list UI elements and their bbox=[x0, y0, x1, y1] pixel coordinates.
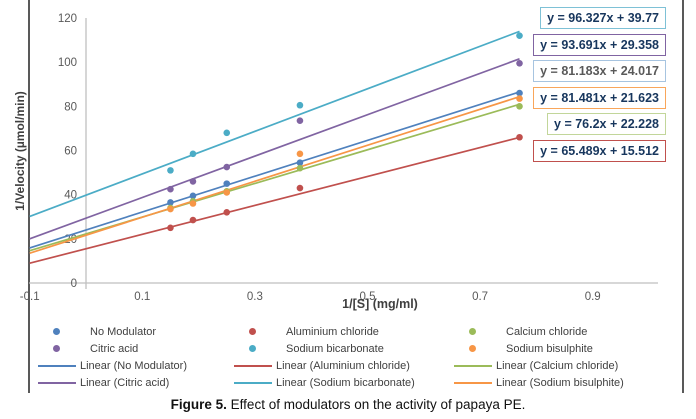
y-tick-label: 0 bbox=[71, 278, 77, 290]
legend-item-linear-calcium-chloride: Linear (Calcium chloride) bbox=[454, 357, 624, 374]
data-point-aluminium-chloride bbox=[516, 133, 523, 141]
legend-item-linear-sodium-bicarbonate: Linear (Sodium bicarbonate) bbox=[234, 374, 415, 391]
legend-marker-line-icon bbox=[38, 364, 76, 367]
legend-item-label: Aluminium chloride bbox=[286, 325, 379, 338]
trendline-equation-label: y = 96.327x + 39.77 bbox=[540, 7, 666, 29]
trendline-sodium-bisulphite bbox=[29, 95, 520, 255]
legend-item-label: Linear (Citric acid) bbox=[80, 376, 170, 389]
y-tick-label: 120 bbox=[58, 13, 77, 25]
x-tick-label: 0.3 bbox=[247, 291, 263, 303]
data-point-sodium-bisulphite bbox=[189, 200, 197, 207]
data-point-sodium-bisulphite bbox=[223, 189, 231, 196]
legend-marker-line-icon bbox=[38, 381, 76, 384]
data-point-citric-acid bbox=[167, 185, 174, 193]
data-point-calcium-chloride bbox=[516, 103, 523, 110]
trendline-equation-label: y = 76.2x + 22.228 bbox=[547, 113, 666, 136]
trendline-no-modulator bbox=[29, 91, 520, 249]
data-point-sodium-bicarbonate bbox=[223, 129, 231, 137]
legend-item-label: Linear (Calcium chloride) bbox=[496, 359, 619, 372]
data-point-aluminium-chloride bbox=[296, 184, 304, 192]
data-point-sodium-bicarbonate bbox=[167, 167, 174, 174]
data-point-aluminium-chloride bbox=[167, 224, 174, 232]
legend-marker-dot-icon bbox=[53, 345, 60, 352]
legend-item-label: No Modulator bbox=[90, 325, 157, 338]
legend-item-linear-citric-acid: Linear (Citric acid) bbox=[38, 374, 187, 391]
legend-item-label: Sodium bicarbonate bbox=[286, 342, 384, 355]
legend-marker-line-icon bbox=[234, 381, 272, 384]
legend-marker-line-icon bbox=[234, 364, 272, 367]
data-point-citric-acid bbox=[516, 59, 523, 67]
legend-item-no-modulator: No Modulator bbox=[38, 323, 187, 340]
figure-caption-text: Effect of modulators on the activity of … bbox=[226, 397, 526, 412]
legend-item-label: Linear (Sodium bicarbonate) bbox=[276, 376, 415, 389]
legend-item-linear-no-modulator: Linear (No Modulator) bbox=[38, 357, 187, 374]
figure-caption: Figure 5. Effect of modulators on the ac… bbox=[0, 397, 696, 412]
data-point-aluminium-chloride bbox=[223, 209, 231, 216]
legend-item-label: Linear (No Modulator) bbox=[80, 359, 187, 372]
legend-item-label: Sodium bisulphite bbox=[506, 342, 593, 355]
data-point-no-modulator bbox=[167, 199, 174, 206]
legend-item-label: Linear (Sodium bisulphite) bbox=[496, 376, 624, 389]
x-tick-label: 0.1 bbox=[134, 291, 150, 303]
legend-item-label: Linear (Aluminium chloride) bbox=[276, 359, 410, 372]
y-tick-label: 60 bbox=[64, 146, 77, 158]
trendline-equation-label: y = 65.489x + 15.512 bbox=[533, 140, 666, 162]
data-point-sodium-bicarbonate bbox=[516, 32, 523, 39]
legend-marker-line-icon bbox=[454, 381, 492, 384]
data-point-citric-acid bbox=[223, 163, 231, 171]
legend-marker-dot-icon bbox=[249, 328, 256, 335]
y-tick-label: 40 bbox=[64, 190, 77, 202]
data-point-no-modulator bbox=[296, 159, 304, 166]
y-tick-label: 80 bbox=[64, 101, 77, 113]
data-point-citric-acid bbox=[189, 178, 197, 185]
trendline-citric-acid bbox=[29, 58, 520, 240]
data-point-no-modulator bbox=[189, 192, 197, 200]
legend-item-calcium-chloride: Calcium chloride bbox=[454, 323, 624, 340]
x-tick-label: -0.1 bbox=[20, 291, 40, 303]
x-tick-label: 0.7 bbox=[472, 291, 488, 303]
legend-item-citric-acid: Citric acid bbox=[38, 340, 187, 357]
legend-marker-line-icon bbox=[454, 364, 492, 367]
legend-item-linear-sodium-bisulphite: Linear (Sodium bisulphite) bbox=[454, 374, 624, 391]
data-point-sodium-bicarbonate bbox=[296, 101, 304, 109]
x-tick-label: 0.5 bbox=[360, 291, 376, 303]
data-point-sodium-bisulphite bbox=[516, 95, 523, 102]
legend-item-sodium-bisulphite: Sodium bisulphite bbox=[454, 340, 624, 357]
trendline-equation-label: y = 81.183x + 24.017 bbox=[533, 60, 666, 83]
legend-column: Calcium chloride Sodium bisulphite Linear … bbox=[454, 323, 624, 391]
data-point-aluminium-chloride bbox=[189, 216, 197, 224]
data-point-sodium-bisulphite bbox=[296, 150, 304, 158]
legend-marker-dot-icon bbox=[249, 345, 256, 352]
figure-caption-label: Figure 5. bbox=[170, 397, 227, 412]
x-tick-label: 0.9 bbox=[585, 291, 601, 303]
data-point-citric-acid bbox=[296, 117, 304, 124]
trendline-calcium-chloride bbox=[29, 103, 520, 252]
data-point-no-modulator bbox=[516, 89, 523, 97]
legend-item-linear-aluminium-chloride: Linear (Aluminium chloride) bbox=[234, 357, 415, 374]
trendline-equation-label: y = 93.691x + 29.358 bbox=[533, 33, 666, 56]
legend-item-sodium-bicarbonate: Sodium bicarbonate bbox=[234, 340, 415, 357]
trendline-equation-label: y = 81.481x + 21.623 bbox=[533, 86, 666, 109]
legend-column: Aluminium chloride Sodium bicarbonate Line… bbox=[234, 323, 415, 391]
data-point-sodium-bisulphite bbox=[167, 205, 174, 213]
legend-marker-dot-icon bbox=[469, 328, 476, 335]
data-point-calcium-chloride bbox=[296, 164, 304, 172]
legend-item-label: Citric acid bbox=[90, 342, 139, 355]
legend-column: No Modulator Citric acid Linear (No Modula… bbox=[38, 323, 187, 391]
y-tick-label: 100 bbox=[58, 57, 77, 69]
trendline-sodium-bicarbonate bbox=[29, 30, 520, 218]
legend-item-aluminium-chloride: Aluminium chloride bbox=[234, 323, 415, 340]
data-point-sodium-bicarbonate bbox=[189, 150, 197, 158]
chart-legend: No Modulator Citric acid Linear (No Modula… bbox=[0, 323, 696, 393]
legend-item-label: Calcium chloride bbox=[506, 325, 588, 338]
legend-marker-dot-icon bbox=[469, 345, 476, 352]
x-axis-title: 1/[S] (mg/ml) bbox=[342, 297, 418, 311]
y-axis-title: 1/Velocity (µmol/min) bbox=[13, 91, 27, 211]
data-point-no-modulator bbox=[223, 180, 231, 187]
trendline-aluminium-chloride bbox=[29, 136, 520, 265]
legend-marker-dot-icon bbox=[53, 328, 60, 335]
plot-area: 020406080100120-0.10.10.30.50.70.9 bbox=[20, 13, 658, 303]
